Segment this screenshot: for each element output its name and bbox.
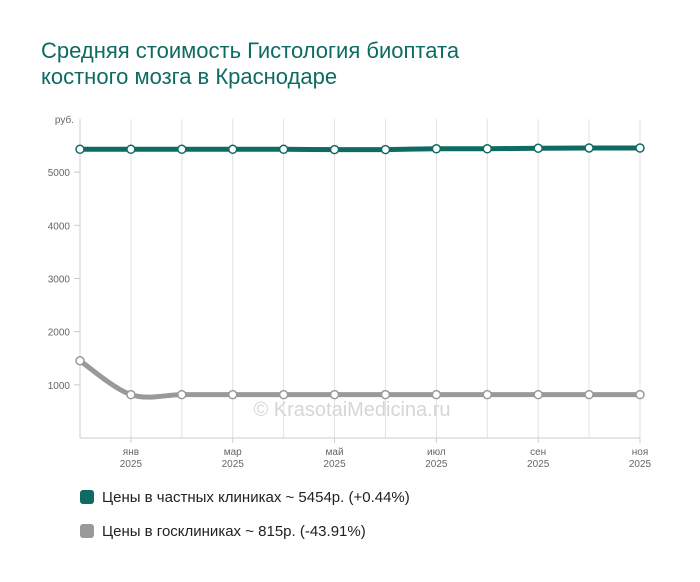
x-tick-label-month: сен <box>530 447 546 458</box>
legend-label-private: Цены в частных клиниках ~ 5454р. (+0.44%… <box>102 488 410 506</box>
x-tick-label-year: 2025 <box>222 459 245 470</box>
data-point <box>431 389 442 400</box>
series-line-0 <box>77 145 643 153</box>
x-tick-label-month: июл <box>427 447 446 458</box>
legend-label-public: Цены в госклиниках ~ 815р. (-43.91%) <box>102 522 366 540</box>
data-point <box>329 144 340 155</box>
data-point <box>75 144 85 155</box>
data-point <box>329 389 340 400</box>
series-line-1 <box>77 358 643 400</box>
data-point <box>482 144 493 154</box>
watermark: © KrasotaiMedicina.ru <box>253 399 450 421</box>
legend-item-private[interactable]: Цены в частных клиниках ~ 5454р. (+0.44%… <box>80 486 410 508</box>
data-point <box>126 144 136 155</box>
data-point <box>635 389 645 400</box>
legend-swatch-private <box>80 490 94 504</box>
data-point <box>584 143 594 153</box>
y-tick-label: 4000 <box>48 221 71 232</box>
x-tick-label-year: 2025 <box>629 459 652 470</box>
data-point <box>380 389 391 400</box>
data-point <box>380 144 391 155</box>
data-point <box>278 144 289 155</box>
data-point <box>584 389 594 400</box>
x-tick-label-year: 2025 <box>425 459 448 470</box>
x-tick-label-month: мар <box>224 447 242 458</box>
y-unit-label: руб. <box>55 114 74 126</box>
chart-title-line-2: костного мозга в Краснодаре <box>41 64 338 89</box>
data-point <box>635 143 645 153</box>
data-point <box>126 389 136 400</box>
x-tick-label-year: 2025 <box>120 459 143 470</box>
y-tick-label: 5000 <box>48 168 71 179</box>
data-point <box>227 389 238 400</box>
x-tick-label-month: май <box>326 447 344 458</box>
x-tick-label-year: 2025 <box>527 459 550 470</box>
data-point <box>482 389 493 400</box>
data-point <box>75 355 85 366</box>
data-point <box>533 389 543 400</box>
data-point <box>533 143 543 153</box>
data-point <box>431 144 442 154</box>
data-point <box>227 144 238 155</box>
y-tick-label: 1000 <box>48 381 71 392</box>
chart-title: Средняя стоимость Гистология биоптата ко… <box>41 38 661 90</box>
x-tick-label-year: 2025 <box>323 459 346 470</box>
data-point <box>177 389 187 400</box>
y-tick-label: 2000 <box>48 328 71 339</box>
x-tick-label-month: ноя <box>632 447 649 458</box>
y-tick-label: 3000 <box>48 275 71 286</box>
data-point <box>278 389 289 400</box>
legend-item-public[interactable]: Цены в госклиниках ~ 815р. (-43.91%) <box>80 520 410 542</box>
x-tick-label-month: янв <box>123 447 139 458</box>
data-point <box>177 144 187 155</box>
chart-title-line-1: Средняя стоимость Гистология биоптата <box>41 38 460 63</box>
legend: Цены в частных клиниках ~ 5454р. (+0.44%… <box>80 486 410 554</box>
legend-swatch-public <box>80 524 94 538</box>
